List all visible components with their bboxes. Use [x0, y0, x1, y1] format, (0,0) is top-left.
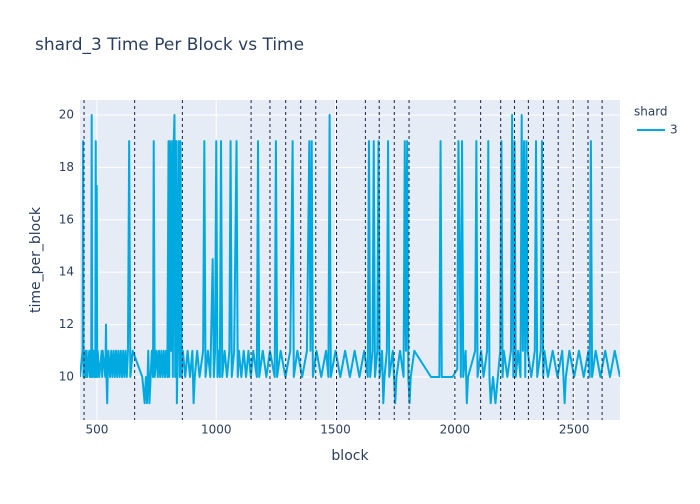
- y-tick-label: 10: [59, 370, 74, 384]
- x-tick-label: 2500: [559, 423, 590, 437]
- series-line: [80, 113, 620, 405]
- chart-title: shard_3 Time Per Block vs Time: [35, 35, 304, 55]
- y-tick-label: 20: [59, 107, 74, 121]
- x-tick-label: 1000: [201, 423, 232, 437]
- y-tick-label: 14: [59, 265, 74, 279]
- x-tick-label: 2000: [440, 423, 471, 437]
- legend-title: shard: [634, 105, 668, 119]
- y-tick-label: 16: [59, 212, 74, 226]
- legend-label: 3: [670, 123, 678, 137]
- y-axis-label: time_per_block: [28, 206, 44, 313]
- x-tick-label: 500: [85, 423, 108, 437]
- y-tick-label: 12: [59, 317, 74, 331]
- x-axis-label: block: [331, 448, 369, 464]
- y-tick-label: 18: [59, 160, 74, 174]
- x-tick-label: 1500: [320, 423, 351, 437]
